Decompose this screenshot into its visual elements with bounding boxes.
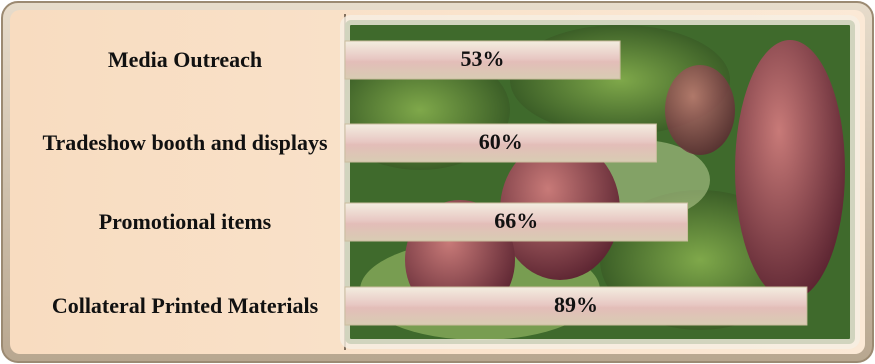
category-label: Collateral Printed Materials [51, 293, 319, 318]
grape-bunch [735, 40, 845, 300]
bar [344, 286, 808, 326]
bar [344, 123, 657, 163]
value-label: 89% [554, 292, 598, 317]
grape-bunch [665, 65, 735, 155]
bar [344, 202, 689, 242]
photo-edge [340, 15, 860, 349]
bar [344, 40, 621, 80]
value-label: 66% [494, 208, 538, 233]
bars: 53% 60% 66% 89% [344, 40, 808, 326]
category-label: Tradeshow booth and displays [42, 130, 328, 155]
category-label: Media Outreach [107, 47, 263, 72]
value-label: 53% [461, 46, 505, 71]
category-label: Promotional items [98, 209, 272, 234]
value-label: 60% [479, 129, 523, 154]
